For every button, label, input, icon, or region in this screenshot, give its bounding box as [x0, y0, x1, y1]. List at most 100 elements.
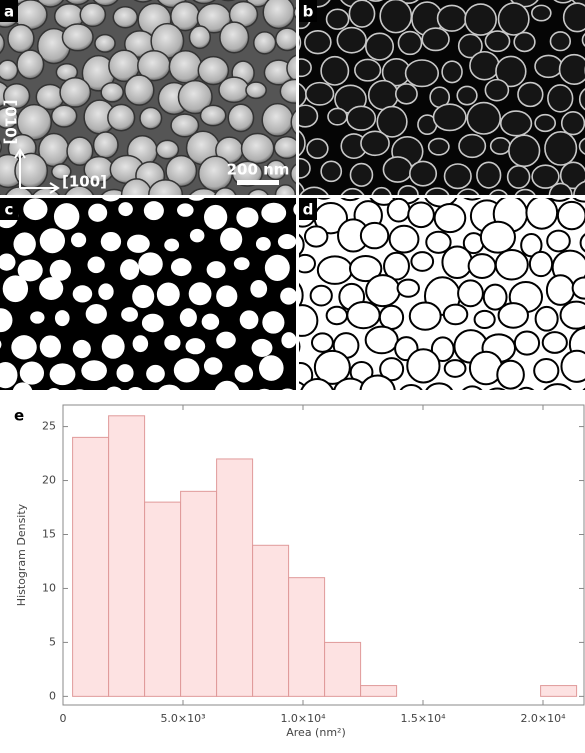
- grain: [30, 311, 44, 323]
- grain: [201, 105, 226, 125]
- grain: [216, 285, 237, 307]
- bar: [217, 459, 253, 696]
- grain: [174, 358, 200, 382]
- grain: [228, 104, 253, 131]
- grain: [429, 139, 449, 155]
- panel-label: d: [299, 198, 317, 220]
- grain: [60, 78, 90, 107]
- grain: [98, 283, 113, 300]
- grain: [280, 288, 297, 305]
- grain: [261, 203, 286, 223]
- grain: [189, 282, 212, 305]
- grain: [459, 386, 485, 413]
- x-tick-label: 5.0×10³: [160, 712, 205, 725]
- grain: [497, 361, 524, 389]
- y-tick-label: 15: [42, 527, 56, 540]
- grain: [545, 132, 576, 165]
- grain: [560, 55, 585, 84]
- grain: [144, 201, 164, 220]
- grain: [73, 340, 91, 358]
- grain: [444, 305, 467, 325]
- grain: [498, 3, 528, 35]
- grain: [127, 235, 150, 253]
- grain: [132, 285, 154, 308]
- grain: [465, 4, 496, 35]
- grain: [550, 32, 570, 51]
- grain: [23, 198, 47, 220]
- grain: [204, 205, 227, 230]
- grain: [274, 137, 299, 159]
- grain: [457, 86, 477, 104]
- grain: [186, 338, 206, 354]
- bar: [325, 642, 361, 696]
- grain: [71, 233, 86, 248]
- grain: [86, 304, 107, 324]
- grain: [445, 164, 472, 188]
- grain: [55, 310, 70, 326]
- grain: [390, 226, 419, 253]
- grain: [81, 360, 107, 381]
- grain: [499, 303, 528, 328]
- grain: [190, 229, 205, 243]
- grain: [254, 389, 275, 412]
- grain: [350, 164, 372, 187]
- bar: [361, 686, 397, 697]
- grain: [240, 310, 259, 329]
- grain: [484, 388, 510, 411]
- axis-up-label: [010]: [2, 99, 20, 144]
- panel-label-text: d: [303, 201, 314, 219]
- grain: [281, 332, 296, 348]
- grain: [276, 28, 299, 50]
- grain: [562, 112, 585, 135]
- grain: [475, 311, 495, 328]
- grain: [458, 280, 483, 306]
- bar: [181, 491, 217, 696]
- grain: [202, 314, 220, 330]
- y-tick-label: 5: [49, 635, 56, 648]
- grain: [485, 80, 508, 101]
- grain: [459, 135, 485, 158]
- grain: [396, 84, 417, 104]
- panel-label-text: a: [4, 3, 14, 21]
- grain: [422, 28, 449, 50]
- grain: [180, 308, 197, 327]
- grain: [355, 59, 381, 80]
- grain: [509, 135, 540, 166]
- grain: [17, 50, 44, 79]
- grain: [40, 228, 65, 253]
- grain: [532, 5, 551, 20]
- micrograph: [0, 0, 325, 219]
- grain: [278, 234, 296, 249]
- x-tick-label: 0: [60, 712, 67, 725]
- grain: [246, 82, 266, 98]
- grain: [80, 3, 105, 26]
- grain: [20, 361, 44, 384]
- grain: [69, 389, 90, 405]
- grain: [442, 247, 472, 278]
- grain: [361, 223, 388, 248]
- grain: [101, 83, 123, 102]
- grain: [311, 286, 332, 306]
- grain: [164, 335, 180, 351]
- grain: [543, 332, 567, 353]
- grain: [470, 52, 499, 80]
- micrograph: [275, 0, 585, 219]
- panel-label-text: e: [14, 407, 24, 425]
- axis-right-label: [100]: [62, 173, 107, 191]
- grain: [327, 307, 347, 324]
- grain: [234, 257, 250, 270]
- grain: [411, 252, 433, 271]
- grain: [508, 166, 530, 188]
- bar: [145, 502, 181, 696]
- grain: [561, 302, 585, 329]
- histogram: e051015202505.0×10³1.0×10⁴1.5×10⁴2.0×10⁴…: [14, 405, 584, 739]
- grain: [518, 83, 543, 107]
- grain: [138, 252, 163, 275]
- grain: [216, 332, 236, 349]
- grain: [177, 203, 194, 216]
- grain: [88, 204, 107, 222]
- grain: [295, 255, 315, 273]
- panel-label: b: [299, 0, 317, 22]
- grain: [380, 306, 403, 329]
- grain: [219, 77, 249, 102]
